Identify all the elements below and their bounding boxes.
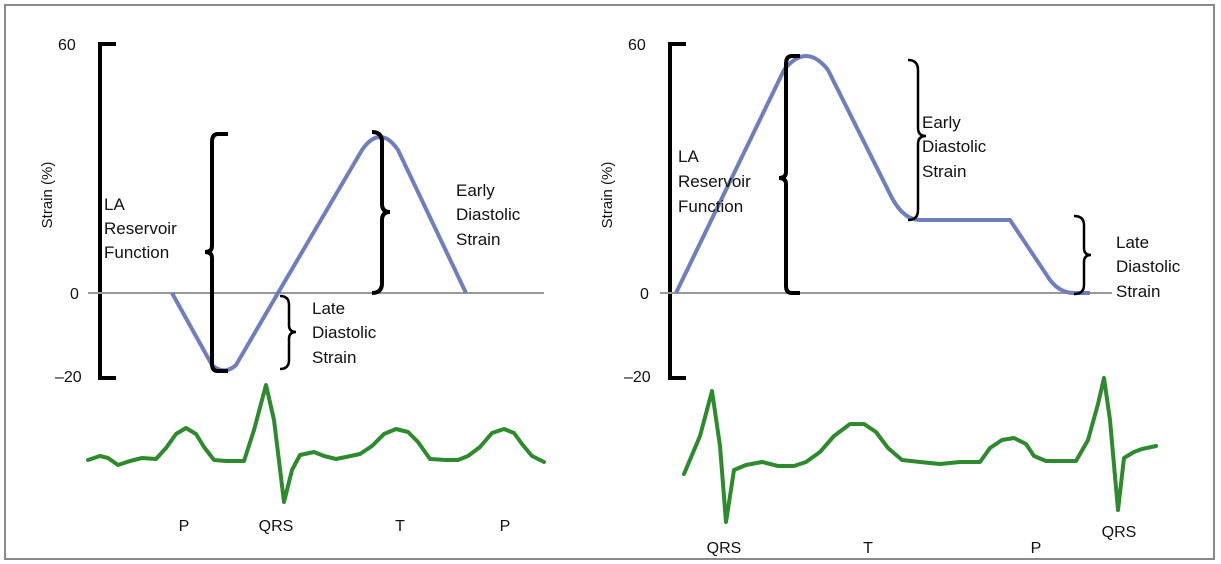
- left-tick-0: 0: [70, 286, 79, 303]
- right-late-label-2: Diastolic: [1116, 257, 1181, 276]
- figure-frame: [4, 4, 1215, 560]
- left-late-brace: [279, 294, 297, 371]
- right-tick-60: 60: [628, 37, 646, 54]
- left-panel: Strain (%) 60 0 –20 LA Reservoir Functio…: [39, 37, 546, 535]
- left-ecg-label-t: T: [395, 518, 405, 535]
- right-reservoir-bracket: [778, 54, 800, 295]
- left-late-label-3: Strain: [312, 348, 356, 367]
- left-tick-minus20: –20: [55, 369, 82, 386]
- left-late-label-2: Diastolic: [312, 323, 377, 342]
- right-early-label-1: Early: [922, 113, 961, 132]
- right-y-axis-title: Strain (%): [599, 162, 616, 229]
- right-strain-curve: [674, 54, 1090, 295]
- right-ecg-label-qrs1: QRS: [707, 540, 742, 557]
- right-ecg-label-t: T: [863, 540, 873, 557]
- left-reservoir-bracket: [204, 132, 228, 373]
- left-ecg-trace: [86, 383, 546, 504]
- left-tick-60: 60: [58, 37, 76, 54]
- left-ecg-label-qrs: QRS: [259, 518, 294, 535]
- left-reservoir-label-1: LA: [104, 195, 125, 214]
- left-y-axis-bracket: [98, 42, 116, 380]
- right-late-brace: [1073, 214, 1092, 296]
- right-late-label-1: Late: [1116, 233, 1149, 252]
- left-early-bracket: [371, 130, 391, 295]
- right-ecg-label-p: P: [1031, 540, 1042, 557]
- right-ecg-trace: [682, 376, 1158, 524]
- left-early-label-3: Strain: [456, 230, 500, 249]
- left-early-label-2: Diastolic: [456, 205, 521, 224]
- left-early-label-1: Early: [456, 181, 495, 200]
- right-ecg-label-qrs2: QRS: [1102, 524, 1137, 541]
- right-early-brace: [907, 58, 927, 222]
- right-reservoir-label-1: LA: [678, 147, 699, 166]
- right-tick-0: 0: [640, 286, 649, 303]
- left-ecg-label-p2: P: [500, 518, 511, 535]
- right-panel: Strain (%) 60 0 –20 LA Reservoir Functio…: [599, 37, 1181, 557]
- right-y-axis-bracket: [668, 42, 686, 380]
- left-reservoir-label-2: Reservoir: [104, 219, 177, 238]
- left-y-axis-title: Strain (%): [39, 162, 56, 229]
- right-early-label-2: Diastolic: [922, 137, 987, 156]
- right-late-label-3: Strain: [1116, 282, 1160, 301]
- left-reservoir-label-3: Function: [104, 243, 169, 262]
- right-reservoir-label-2: Reservoir: [678, 172, 751, 191]
- left-ecg-label-p1: P: [179, 518, 190, 535]
- right-reservoir-label-3: Function: [678, 197, 743, 216]
- left-late-label-1: Late: [312, 299, 345, 318]
- right-early-label-3: Strain: [922, 162, 966, 181]
- right-tick-minus20: –20: [624, 369, 651, 386]
